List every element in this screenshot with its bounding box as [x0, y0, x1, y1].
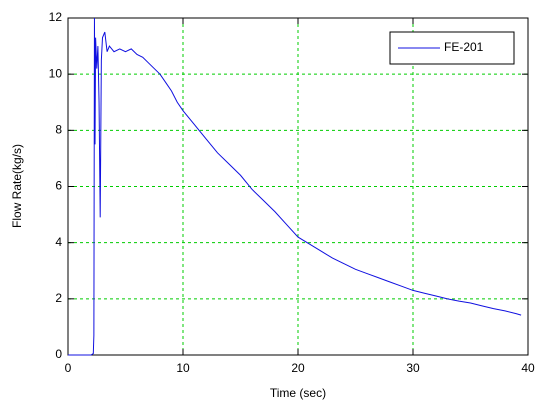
- x-tick-label: 0: [65, 361, 72, 375]
- y-tick-label: 10: [49, 66, 63, 80]
- x-tick-label: 30: [406, 361, 420, 375]
- y-tick-label: 12: [49, 10, 63, 24]
- y-tick-label: 2: [55, 291, 62, 305]
- y-axis-label: Flow Rate(kg/s): [10, 144, 24, 228]
- y-tick-label: 6: [55, 179, 62, 193]
- y-tick-label: 4: [55, 235, 62, 249]
- x-tick-label: 10: [176, 361, 190, 375]
- y-tick-label: 0: [55, 347, 62, 361]
- legend-label: FE-201: [444, 40, 484, 54]
- y-tick-label: 8: [55, 123, 62, 137]
- x-tick-label: 20: [291, 361, 305, 375]
- x-tick-label: 40: [521, 361, 535, 375]
- plot-frame: [67, 17, 529, 356]
- x-axis-label: Time (sec): [270, 386, 326, 400]
- data-line: [68, 17, 522, 356]
